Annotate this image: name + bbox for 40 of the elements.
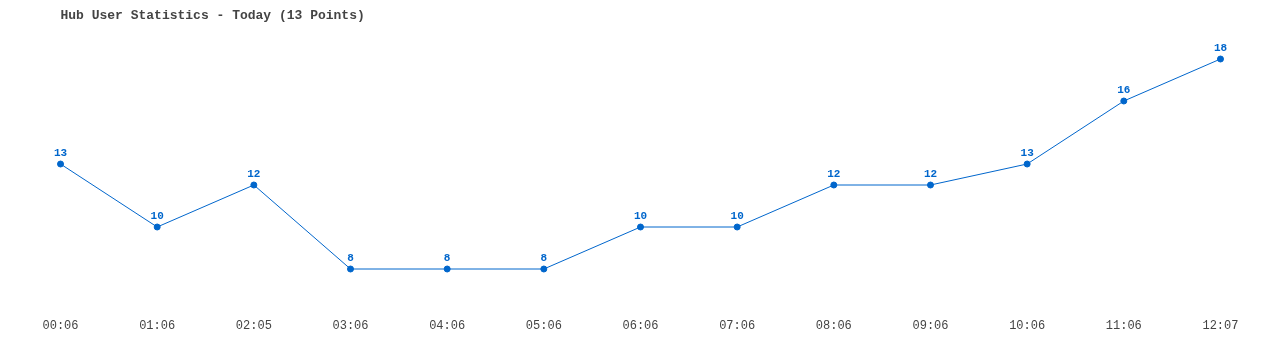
x-tick-label: 00:06 xyxy=(42,318,79,333)
point xyxy=(1120,97,1128,105)
data-label: 18 xyxy=(1213,42,1228,54)
data-label: 12 xyxy=(923,168,938,180)
point xyxy=(637,223,644,231)
chart-title: Hub User Statistics - Today (13 Points) xyxy=(60,7,365,23)
data-label: 8 xyxy=(540,252,548,264)
x-tick-label: 10:06 xyxy=(1009,318,1046,333)
x-tick-label: 11:06 xyxy=(1105,318,1142,333)
data-label: 13 xyxy=(1020,147,1035,159)
point xyxy=(1216,55,1224,63)
x-tick-label: 05:06 xyxy=(525,318,562,333)
point xyxy=(733,223,741,231)
point xyxy=(57,160,65,168)
x-tick-label: 06:06 xyxy=(622,318,659,333)
x-tick-label: 12:07 xyxy=(1202,318,1239,333)
x-tick-label: 01:06 xyxy=(139,318,176,333)
data-label: 10 xyxy=(633,210,648,222)
data-label: 10 xyxy=(150,210,164,222)
x-tick-label: 02:05 xyxy=(235,318,272,333)
data-label: 10 xyxy=(730,210,744,222)
point xyxy=(347,265,355,273)
x-tick-label: 09:06 xyxy=(912,318,949,333)
point xyxy=(250,181,258,189)
data-label: 8 xyxy=(347,252,355,264)
x-tick-label: 03:06 xyxy=(332,318,369,333)
point xyxy=(1023,160,1031,168)
point xyxy=(443,265,451,273)
point xyxy=(153,223,161,231)
x-tick-label: 04:06 xyxy=(429,318,466,333)
point xyxy=(830,181,838,189)
x-tick-label: 07:06 xyxy=(719,318,756,333)
point xyxy=(926,181,934,189)
data-label: 16 xyxy=(1117,84,1131,96)
x-tick-label: 08:06 xyxy=(815,318,852,333)
data-label: 12 xyxy=(827,168,841,180)
data-label: 13 xyxy=(53,147,68,159)
point xyxy=(540,265,548,273)
data-label: 12 xyxy=(247,168,261,180)
data-label: 8 xyxy=(443,252,451,264)
